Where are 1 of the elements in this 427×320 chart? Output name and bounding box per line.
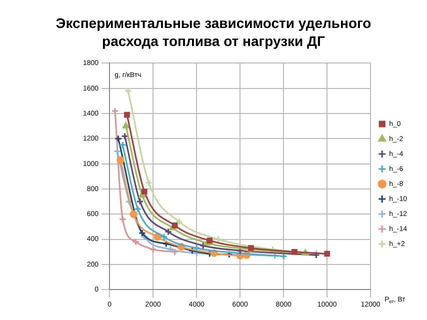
chart-title: Экспериментальные зависимости удельного расхода топлива от нагрузки ДГ [54,14,372,51]
